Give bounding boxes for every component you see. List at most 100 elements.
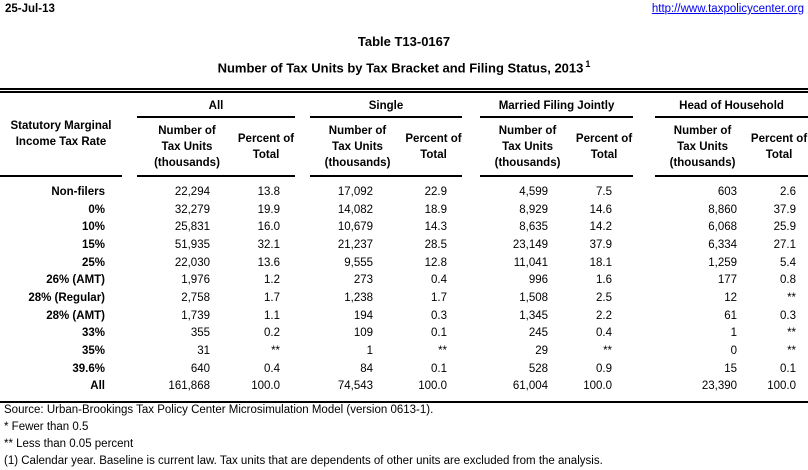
column-spacer — [295, 254, 310, 272]
table-row: 26% (AMT) 1,976 1.2 273 0.4 996 1.6 177 0.8 — [0, 271, 808, 289]
number-cell: 8,635 — [519, 221, 549, 234]
percent-cell: 13.6 — [257, 256, 281, 269]
footnote-single-asterisk: * Fewer than 0.5 — [4, 421, 89, 433]
percent-cell: 0.4 — [596, 327, 613, 340]
table-row: 39.6% 640 0.4 84 0.1 528 0.9 15 0.1 — [0, 360, 808, 378]
column-spacer — [462, 254, 480, 272]
column-spacer — [295, 271, 310, 289]
table-row: 35% 31 ** 1 ** 29 ** 0 ** — [0, 342, 808, 360]
source-note: Source: Urban-Brookings Tax Policy Cente… — [4, 404, 434, 416]
column-spacer — [462, 360, 480, 378]
percent-cell: 100.0 — [583, 380, 613, 393]
number-cell: 51,935 — [174, 238, 210, 251]
number-cell: 17,092 — [337, 185, 374, 198]
percent-cell: 7.5 — [596, 185, 613, 198]
percent-cell: 18.1 — [589, 256, 613, 269]
column-spacer — [633, 254, 655, 272]
table-row: All 161,868 100.0 74,543 100.0 61,004 100.0 23,… — [0, 378, 808, 396]
percent-cell: 22.9 — [424, 185, 448, 198]
row-label: 33% — [81, 327, 105, 340]
column-spacer — [462, 342, 480, 360]
number-cell: 74,543 — [337, 380, 374, 393]
row-label: 28% (Regular) — [28, 291, 105, 304]
percent-cell: 0.3 — [780, 309, 797, 322]
number-cell: 177 — [717, 274, 738, 287]
percent-cell: 100.0 — [767, 380, 797, 393]
percent-cell: 28.5 — [424, 238, 448, 251]
number-cell: 25,831 — [174, 221, 210, 234]
column-spacer — [633, 307, 655, 325]
number-cell: 1,238 — [344, 291, 374, 304]
number-cell: 6,334 — [708, 238, 738, 251]
column-spacer — [633, 325, 655, 343]
row-label: 35% — [81, 345, 105, 358]
number-cell: 21,237 — [337, 238, 374, 251]
table-row: 0% 32,279 19.9 14,082 18.9 8,929 14.6 8,860 37.9 — [0, 201, 808, 219]
table-row: 10% 25,831 16.0 10,679 14.3 8,635 14.2 6,068 25.… — [0, 218, 808, 236]
number-cell: 245 — [528, 327, 549, 340]
table-row: 28% (AMT) 1,739 1.1 194 0.3 1,345 2.2 61 0.3 — [0, 307, 808, 325]
column-spacer — [122, 360, 137, 378]
column-spacer — [122, 201, 137, 219]
number-cell: 2,758 — [181, 291, 210, 304]
column-spacer — [633, 360, 655, 378]
column-spacer — [295, 342, 310, 360]
percent-cell: 0.1 — [780, 362, 797, 375]
percent-cell: 14.3 — [424, 221, 448, 234]
row-label: All — [90, 380, 105, 393]
number-cell: 11,041 — [513, 256, 549, 269]
title-footnote-marker: 1 — [585, 59, 591, 69]
column-spacer — [122, 93, 137, 177]
row-label: 10% — [81, 221, 105, 234]
table-row: 25% 22,030 13.6 9,555 12.8 11,041 18.1 1,259 5.4 — [0, 254, 808, 272]
number-cell: 1,739 — [181, 309, 210, 322]
percent-cell: 100.0 — [418, 380, 448, 393]
subheader-percent-mfj: Percent of Total — [575, 118, 634, 177]
subheader-number-mfj: Number of Tax Units (thousands) — [480, 118, 576, 177]
column-spacer — [122, 218, 137, 236]
percent-cell: 100.0 — [251, 380, 281, 393]
row-group-header: Statutory Marginal Income Tax Rate — [0, 93, 122, 177]
column-spacer — [295, 307, 310, 325]
percent-cell: ** — [787, 345, 797, 358]
column-spacer — [295, 289, 310, 307]
tax-units-table: Statutory Marginal Income Tax Rate All S… — [0, 88, 808, 404]
percent-cell: 1.7 — [431, 291, 448, 304]
column-spacer — [462, 218, 480, 236]
column-spacer — [122, 271, 137, 289]
percent-cell: 19.9 — [257, 203, 281, 216]
number-cell: 1 — [366, 345, 374, 358]
number-cell: 273 — [353, 274, 374, 287]
percent-cell: 27.1 — [773, 238, 797, 251]
table-row: Non-filers 22,294 13.8 17,092 22.9 4,599 7.5 60… — [0, 183, 808, 201]
percent-cell: 0.1 — [431, 327, 448, 340]
number-cell: 996 — [528, 274, 549, 287]
column-spacer — [122, 254, 137, 272]
column-spacer — [295, 325, 310, 343]
column-spacer — [633, 201, 655, 219]
number-cell: 15 — [724, 362, 738, 375]
row-label: Non-filers — [51, 185, 105, 198]
number-cell: 1,976 — [181, 274, 210, 287]
column-spacer — [122, 236, 137, 254]
percent-cell: 37.9 — [589, 238, 613, 251]
number-cell: 6,068 — [708, 221, 738, 234]
column-spacer — [633, 218, 655, 236]
footnote-double-asterisk: ** Less than 0.05 percent — [4, 438, 134, 450]
number-cell: 32,279 — [174, 203, 210, 216]
column-spacer — [122, 307, 137, 325]
website-link[interactable]: http://www.taxpolicycenter.org — [651, 3, 804, 15]
percent-cell: 5.4 — [780, 256, 797, 269]
number-cell: 31 — [197, 345, 210, 358]
number-cell: 603 — [717, 185, 738, 198]
percent-cell: 14.6 — [589, 203, 613, 216]
table-number-title: Table T13-0167 — [357, 34, 451, 49]
column-spacer — [633, 236, 655, 254]
column-spacer — [295, 183, 310, 201]
subheader-number-hoh: Number of Tax Units (thousands) — [655, 118, 751, 177]
percent-cell: 0.3 — [431, 309, 448, 322]
row-label: 28% (AMT) — [46, 309, 105, 322]
subheader-number-single: Number of Tax Units (thousands) — [310, 118, 406, 177]
percent-cell: 0.2 — [264, 327, 281, 340]
number-cell: 0 — [730, 345, 738, 358]
